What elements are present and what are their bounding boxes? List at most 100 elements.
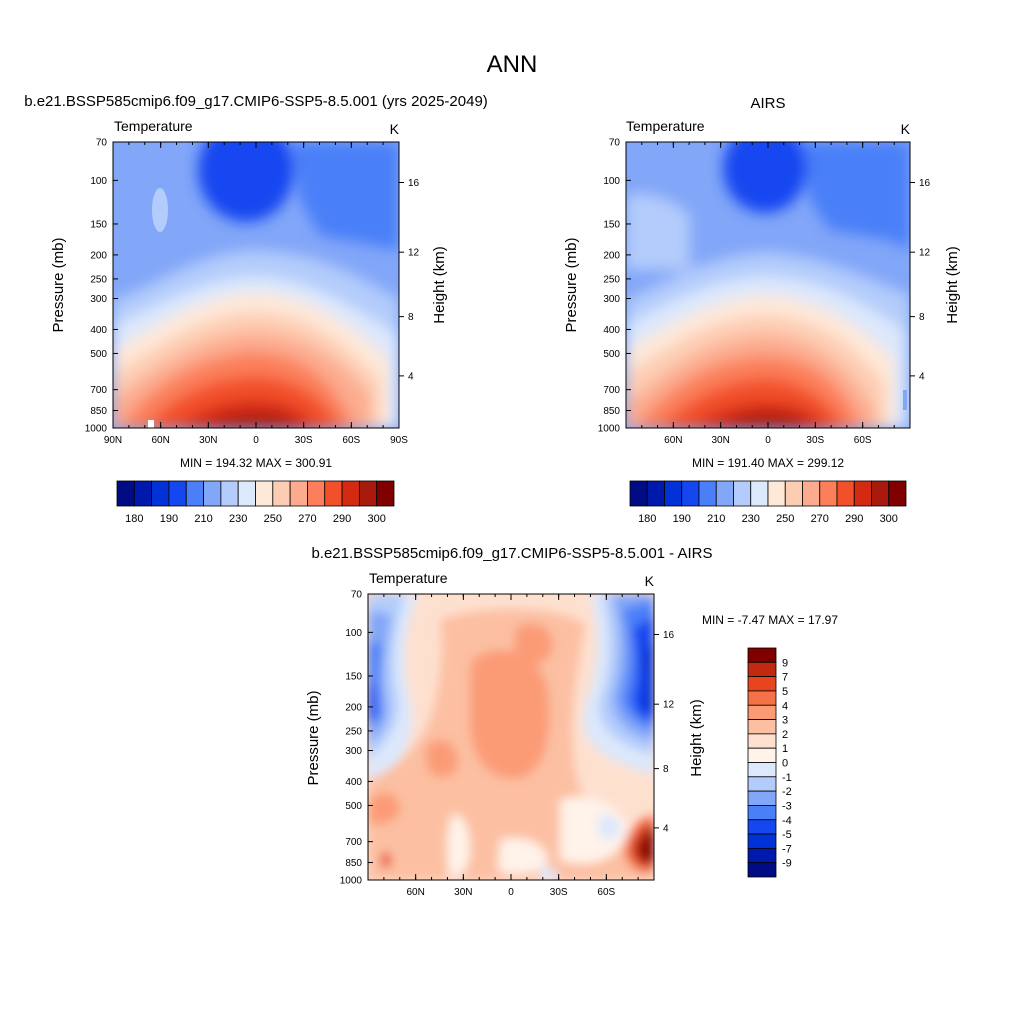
pressure-tick-label: 200	[345, 702, 362, 713]
colorbar-cell	[747, 790, 777, 806]
colorbar-cell	[289, 480, 308, 507]
panel-difference-field	[368, 594, 654, 880]
latitude-tick-label: 60N	[406, 887, 424, 898]
colorbar-label: 270	[811, 513, 829, 525]
colorbar-cell	[747, 805, 777, 821]
pressure-tick-label: 400	[603, 325, 620, 336]
latitude-tick-label: 90N	[104, 435, 122, 446]
pressure-tick-label: 400	[345, 777, 362, 788]
pressure-tick-label: 250	[90, 274, 107, 285]
colorbar-label: 290	[845, 513, 863, 525]
colorbar-label: -4	[782, 815, 792, 827]
colorbar-cell	[747, 762, 777, 778]
colorbar-label: -9	[782, 858, 792, 870]
height-tick-label: 12	[408, 248, 420, 259]
pressure-tick-label: 500	[603, 349, 620, 360]
height-tick-label: 16	[408, 178, 420, 189]
colorbar-label: 300	[368, 513, 386, 525]
colorbar-label: 250	[776, 513, 794, 525]
panel-model-units: K	[390, 121, 400, 137]
colorbar-cell	[133, 480, 153, 507]
latitude-tick-label: 30S	[806, 435, 824, 446]
latitude-tick-label: 30N	[711, 435, 729, 446]
panel-obs-minmax: MIN = 191.40 MAX = 299.12	[692, 456, 844, 470]
latitude-tick-label: 60S	[597, 887, 615, 898]
colorbar-cell	[664, 480, 683, 507]
latitude-tick-label: 0	[253, 435, 259, 446]
height-tick-label: 4	[408, 371, 414, 382]
colorbar-cell	[802, 480, 821, 507]
colorbar-cell	[255, 480, 274, 507]
height-tick-label: 4	[663, 823, 669, 834]
colorbar-label: 5	[782, 686, 788, 698]
pressure-tick-label: 1000	[340, 876, 363, 887]
latitude-tick-label: 60S	[342, 435, 360, 446]
colorbar-label: 7	[782, 672, 788, 684]
panel-difference-title: b.e21.BSSP585cmip6.f09_g17.CMIP6-SSP5-8.…	[311, 545, 712, 562]
pressure-tick-label: 1000	[598, 424, 621, 435]
colorbar-cell	[784, 480, 803, 507]
pressure-tick-label: 200	[603, 250, 620, 261]
panel-obs-units: K	[901, 121, 911, 137]
panel-model-variable: Temperature	[114, 118, 193, 134]
colorbar-cell	[747, 747, 777, 763]
latitude-tick-label: 0	[508, 887, 514, 898]
colorbar-cell	[715, 480, 734, 507]
panel-difference-variable: Temperature	[369, 570, 448, 586]
panel-model-ylabel: Pressure (mb)	[50, 237, 67, 332]
panel-model-colorbar: 180 190 210 230 250 270 290 300	[116, 480, 395, 525]
colorbar-cell	[629, 480, 648, 507]
pressure-tick-label: 850	[603, 406, 620, 417]
latitude-tick-label: 60N	[664, 435, 682, 446]
colorbar-cell	[836, 480, 855, 507]
colorbar-cell	[168, 480, 187, 507]
latitude-tick-label: 30S	[550, 887, 568, 898]
colorbar-cell	[747, 719, 777, 735]
colorbar-cell	[358, 480, 378, 507]
colorbar-cell	[750, 480, 769, 507]
panel-difference-units: K	[645, 573, 655, 589]
latitude-tick-label: 60S	[854, 435, 872, 446]
panel-difference-ylabel: Pressure (mb)	[305, 690, 322, 785]
panel-model-field	[113, 142, 399, 428]
pressure-tick-label: 150	[90, 219, 107, 230]
height-tick-label: 8	[919, 312, 925, 323]
colorbar-label: 180	[125, 513, 143, 525]
panel-difference: b.e21.BSSP585cmip6.f09_g17.CMIP6-SSP5-8.…	[305, 545, 838, 898]
colorbar-cell	[237, 480, 256, 507]
colorbar-cell	[185, 480, 204, 507]
pressure-tick-label: 70	[609, 138, 621, 149]
pressure-tick-label: 700	[345, 837, 362, 848]
colorbar-cell	[871, 480, 890, 507]
colorbar-label: 180	[638, 513, 656, 525]
colorbar-cell	[681, 480, 700, 507]
colorbar-label: -5	[782, 829, 792, 841]
height-tick-label: 16	[919, 178, 931, 189]
panel-obs-axes: 70 100 150 200 250 300 400 500 700 850 1000 16 12 8 4 6…	[598, 138, 931, 447]
colorbar-cell	[747, 819, 777, 835]
colorbar-cell	[733, 480, 752, 507]
pressure-tick-label: 150	[345, 671, 362, 682]
height-tick-label: 4	[919, 371, 925, 382]
latitude-tick-label: 60N	[151, 435, 169, 446]
pressure-tick-label: 1000	[85, 424, 108, 435]
height-tick-label: 12	[919, 248, 931, 259]
colorbar-cell	[272, 480, 291, 507]
panel-model-minmax: MIN = 194.32 MAX = 300.91	[180, 456, 332, 470]
colorbar-cell	[747, 647, 777, 663]
pressure-tick-label: 500	[90, 349, 107, 360]
panel-obs-field	[626, 142, 910, 428]
pressure-tick-label: 100	[90, 176, 107, 187]
height-tick-label: 8	[663, 764, 669, 775]
colorbar-cell	[151, 480, 170, 507]
colorbar-label: 3	[782, 715, 788, 727]
colorbar-label: 250	[264, 513, 282, 525]
colorbar-cell	[853, 480, 872, 507]
pressure-tick-label: 100	[603, 176, 620, 187]
latitude-tick-label: 30N	[454, 887, 472, 898]
pressure-tick-label: 200	[90, 250, 107, 261]
pressure-tick-label: 300	[90, 294, 107, 305]
page-title: ANN	[487, 51, 538, 78]
colorbar-label: 270	[298, 513, 316, 525]
